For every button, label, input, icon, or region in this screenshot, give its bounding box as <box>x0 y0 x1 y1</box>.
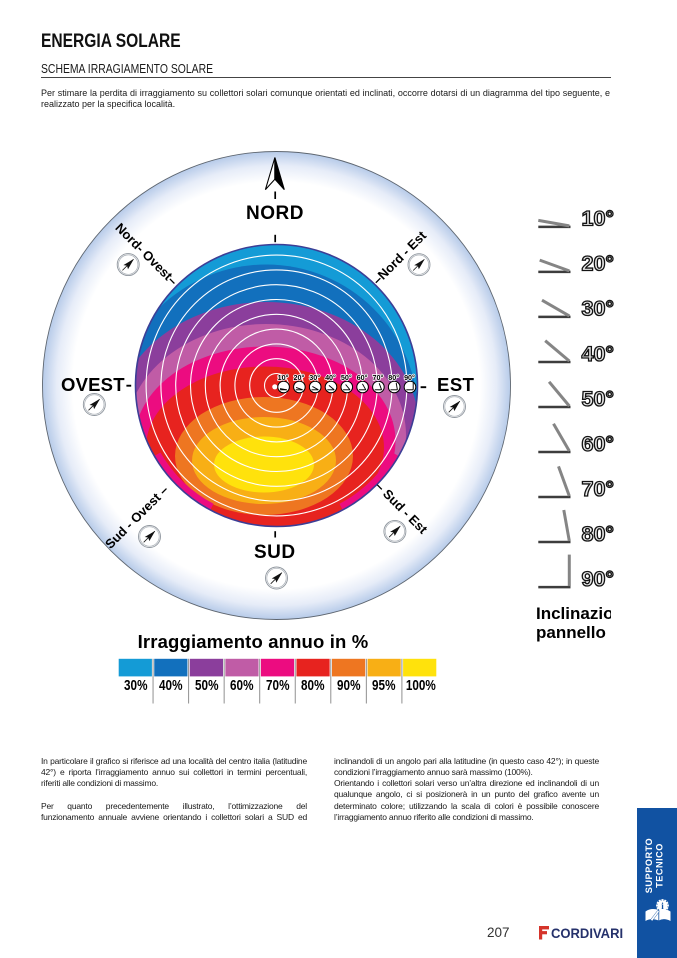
svg-text:50°: 50° <box>582 387 615 411</box>
svg-text:90°: 90° <box>404 373 415 382</box>
svg-text:70°: 70° <box>582 477 615 501</box>
svg-text:30°: 30° <box>582 297 615 321</box>
svg-text:10°: 10° <box>278 373 289 382</box>
svg-text:60°: 60° <box>357 373 368 382</box>
svg-text:i: i <box>661 901 664 911</box>
svg-text:30°: 30° <box>309 373 320 382</box>
svg-text:70°: 70° <box>372 373 383 382</box>
svg-text:60°: 60° <box>582 432 615 456</box>
svg-text:10°: 10° <box>582 207 615 231</box>
svg-text:40°: 40° <box>325 373 336 382</box>
svg-text:90°: 90° <box>582 567 615 591</box>
svg-text:80°: 80° <box>582 522 615 546</box>
svg-text:40°: 40° <box>582 342 615 366</box>
svg-text:TECNICO: TECNICO <box>654 843 664 888</box>
svg-text:SUPPORTO: SUPPORTO <box>644 838 654 893</box>
svg-text:80°: 80° <box>388 373 399 382</box>
svg-text:20°: 20° <box>293 373 304 382</box>
svg-text:50°: 50° <box>341 373 352 382</box>
svg-text:20°: 20° <box>582 252 615 276</box>
